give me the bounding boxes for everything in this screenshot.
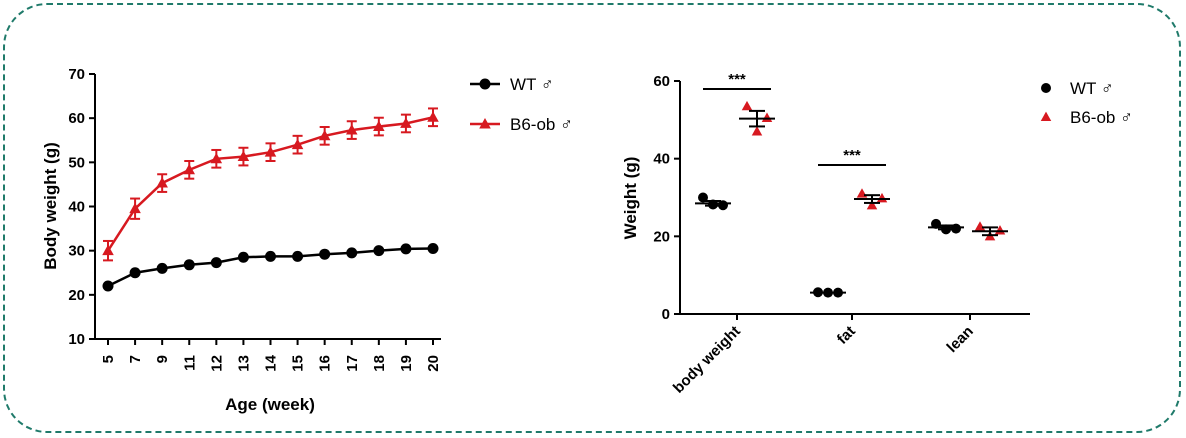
- left-x-axis-title: Age (week): [225, 395, 315, 414]
- data-point-series-0: [427, 242, 439, 254]
- data-point-series-1: [210, 152, 223, 164]
- line-series-1: [106, 116, 434, 252]
- data-point-series-1: [129, 202, 141, 214]
- data-point-series-1: [373, 120, 385, 132]
- significance-label: ***: [843, 147, 861, 164]
- scatter-point-series-1: [866, 199, 878, 210]
- data-point-series-0: [400, 243, 412, 255]
- scatter-point-series-1: [761, 112, 773, 122]
- scatter-chart-composition: 0 20 40 60 body weight fat lean Weight (g) *** **…: [621, 71, 1133, 397]
- line-chart-body-weight: 10 20 30 40 50 60 70 5 7 9 11 12 13 14 15 16 17 18 19 20 Age…: [41, 66, 573, 414]
- left-y-tick-label: 30: [68, 243, 85, 260]
- dashed-frame: [3, 3, 1181, 433]
- data-point-series-0: [102, 280, 114, 292]
- data-point-series-1: [427, 111, 439, 122]
- left-y-tick-label: 70: [68, 66, 85, 83]
- legend-label-1: B6-ob ♂: [510, 115, 573, 134]
- data-point-series-0: [292, 250, 304, 262]
- data-point-series-0: [183, 259, 195, 271]
- right-legend-marker-0: [1041, 83, 1051, 93]
- data-point-series-1: [345, 124, 358, 135]
- data-point-series-1: [183, 163, 196, 175]
- left-x-tick-label: 7: [127, 355, 144, 363]
- right-x-tick-label: fat: [834, 323, 859, 348]
- left-x-tick-label: 14: [263, 354, 280, 371]
- data-point-series-0: [265, 250, 276, 262]
- data-point-series-1: [237, 150, 250, 162]
- left-x-tick-label: 9: [154, 355, 171, 363]
- left-y-tick-label: 10: [68, 331, 85, 348]
- right-legend-marker-1: [1040, 111, 1052, 122]
- data-point-series-1: [318, 129, 331, 141]
- significance-label: ***: [728, 71, 746, 88]
- left-y-tick-label: 40: [68, 199, 85, 216]
- left-x-tick-label: 15: [290, 355, 307, 372]
- left-x-tick-label: 11: [181, 355, 198, 371]
- data-point-series-0: [237, 251, 249, 263]
- legend-marker-0: [479, 78, 491, 90]
- right-legend-label-0: WT ♂: [1070, 79, 1114, 98]
- data-point-series-0: [129, 267, 141, 279]
- left-x-tick-label: 18: [371, 355, 388, 372]
- scatter-point-series-1: [856, 188, 868, 198]
- left-x-tick-label: 16: [317, 355, 334, 372]
- data-point-series-1: [102, 244, 114, 256]
- right-y-tick-label: 0: [662, 306, 670, 323]
- data-point-series-0: [346, 247, 358, 259]
- right-legend-label-1: B6-ob ♂: [1070, 108, 1133, 127]
- data-point-series-0: [319, 248, 331, 260]
- right-y-tick-label: 40: [653, 151, 670, 168]
- right-y-tick-label: 20: [653, 228, 670, 245]
- data-point-series-1: [156, 177, 168, 188]
- left-y-axis-title: Body weight (g): [41, 142, 60, 269]
- data-point-series-1: [264, 146, 277, 157]
- left-y-tick-label: 20: [68, 287, 85, 304]
- left-y-tick-label: 50: [68, 154, 85, 171]
- scatter-point-series-1: [751, 126, 763, 136]
- right-y-tick-label: 60: [653, 73, 670, 90]
- left-x-tick-label: 5: [100, 355, 117, 363]
- legend-label-0: WT ♂: [510, 75, 554, 94]
- data-point-series-1: [291, 138, 304, 150]
- data-point-series-1: [400, 117, 412, 128]
- left-x-tick-label: 13: [235, 355, 252, 372]
- right-x-tick-label: lean: [944, 323, 977, 356]
- left-y-tick-label: 60: [68, 110, 85, 127]
- left-x-tick-label: 12: [208, 355, 225, 372]
- scatter-point-series-1: [974, 221, 986, 231]
- scatter-point-series-1: [741, 100, 753, 111]
- legend-marker-1: [479, 118, 491, 129]
- data-point-series-0: [156, 262, 168, 274]
- left-x-tick-label: 19: [398, 355, 415, 372]
- left-x-tick-label: 20: [425, 355, 442, 372]
- right-y-axis-title: Weight (g): [621, 157, 640, 240]
- right-x-tick-label: body weight: [670, 323, 744, 397]
- data-point-series-0: [373, 245, 385, 257]
- left-x-tick-label: 17: [344, 355, 361, 372]
- data-point-series-0: [210, 257, 222, 269]
